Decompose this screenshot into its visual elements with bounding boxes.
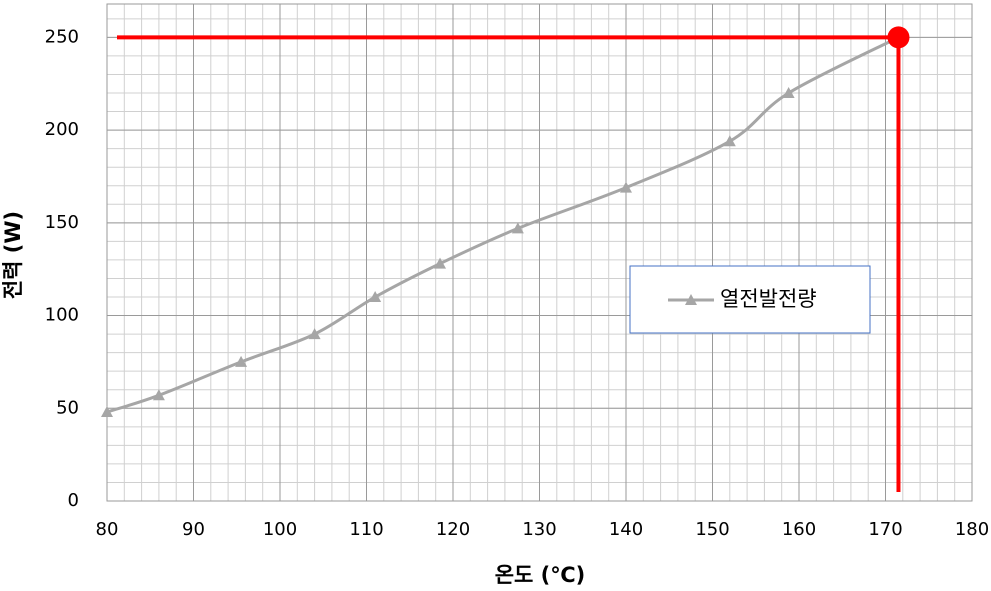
marker [101,405,113,417]
legend: 열전발전량 [629,265,871,334]
marker [723,135,736,147]
series-line [106,36,900,414]
x-tick-label: 170 [868,519,902,540]
marker [369,291,382,303]
y-axis-title: 전력 (W) [1,211,25,299]
x-axis-title: 온도 (℃) [495,563,586,587]
y-tick-label: 200 [45,119,79,140]
x-tick-label: 150 [695,519,729,540]
x-tick-label: 140 [609,519,643,540]
x-tick-label: 110 [349,519,383,540]
x-tick-label: 120 [436,519,470,540]
marker [235,355,248,367]
legend-text: 열전발전량 [720,287,817,311]
y-tick-label: 0 [68,490,79,511]
marker [434,257,447,269]
y-tick-label: 100 [45,305,79,326]
x-tick-label: 100 [263,519,297,540]
highlight-point [887,26,910,49]
y-tick-label: 50 [56,397,79,418]
x-tick-label: 160 [782,519,816,540]
x-tick-label: 180 [955,519,989,540]
marker [308,328,321,340]
x-tick-label: 90 [182,519,205,540]
x-tick-label: 80 [96,519,119,540]
y-tick-label: 250 [45,26,79,47]
marker [511,222,524,234]
legend-marker [685,294,697,305]
marker [152,389,165,401]
marker [620,181,632,193]
plot-border [106,3,973,502]
x-tick-label: 130 [522,519,556,540]
marker [782,87,795,99]
y-tick-label: 150 [45,212,79,233]
